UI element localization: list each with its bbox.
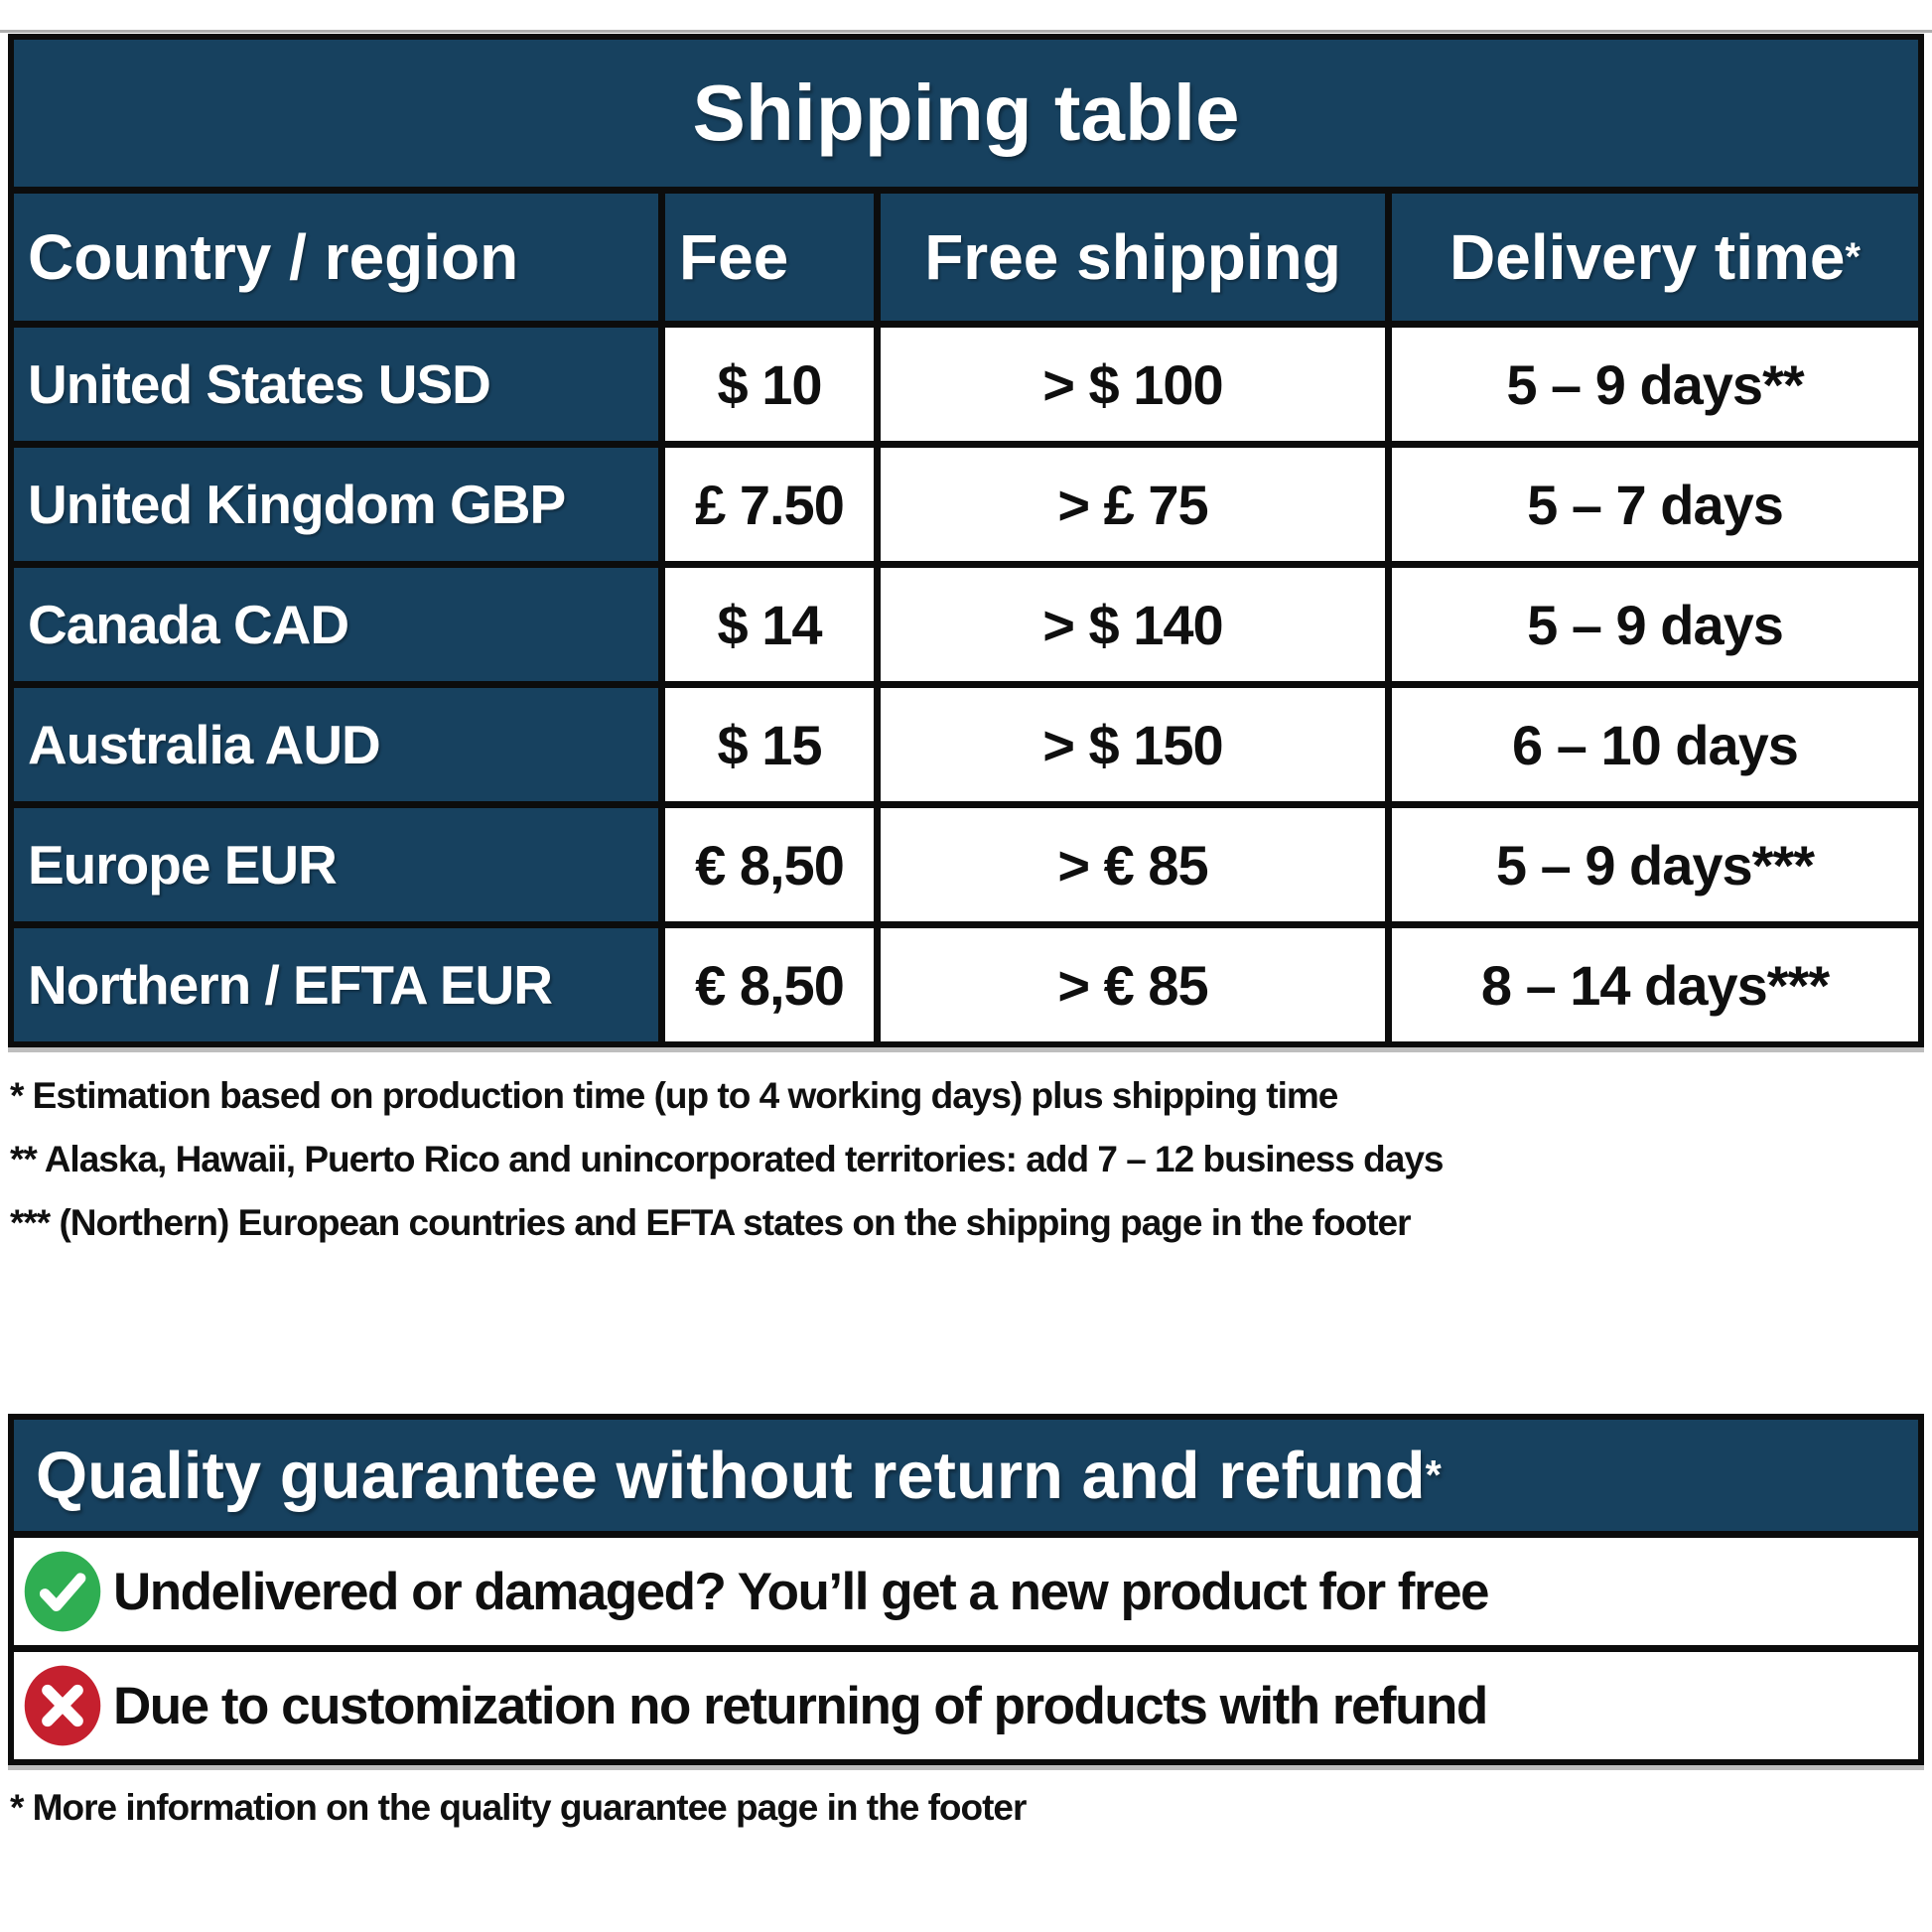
country-cell: Canada CAD [14, 568, 658, 681]
column-header-country: Country / region [14, 194, 658, 321]
cross-circle-icon [22, 1663, 103, 1748]
fee-cell: $ 15 [665, 688, 874, 801]
free-shipping-cell: > $ 100 [881, 328, 1385, 441]
delivery-time-cell: 5 – 9 days** [1392, 328, 1918, 441]
free-shipping-cell: > € 85 [881, 928, 1385, 1041]
country-cell: Northern / EFTA EUR [14, 928, 658, 1041]
top-divider [0, 30, 1932, 33]
quality-footnote: * More information on the quality guaran… [10, 1787, 1027, 1828]
fee-cell: $ 10 [665, 328, 874, 441]
footnote-us-territories: ** Alaska, Hawaii, Puerto Rico and uninc… [10, 1139, 1445, 1179]
free-shipping-cell: > £ 75 [881, 448, 1385, 561]
shipping-footnotes: * Estimation based on production time (u… [10, 1064, 1916, 1255]
country-cell: Australia AUD [14, 688, 658, 801]
fee-cell: £ 7.50 [665, 448, 874, 561]
fee-cell: € 8,50 [665, 808, 874, 921]
delivery-time-cell: 8 – 14 days*** [1392, 928, 1918, 1041]
quality-row-text: Due to customization no returning of pro… [113, 1676, 1488, 1735]
column-header-fee: Fee [665, 194, 874, 321]
delivery-time-cell: 5 – 9 days*** [1392, 808, 1918, 921]
country-cell: Europe EUR [14, 808, 658, 921]
quality-row-replacement: Undelivered or damaged? You’ll get a new… [14, 1538, 1918, 1645]
column-header-free-shipping: Free shipping [881, 194, 1385, 321]
fee-cell: € 8,50 [665, 928, 874, 1041]
footnote-efta-states: *** (Northern) European countries and EF… [10, 1202, 1412, 1243]
country-cell: United States USD [14, 328, 658, 441]
delivery-time-cell: 5 – 9 days [1392, 568, 1918, 681]
quality-guarantee-title: Quality guarantee without return and ref… [14, 1420, 1918, 1531]
quality-guarantee-table: Quality guarantee without return and ref… [8, 1414, 1924, 1765]
fee-cell: $ 14 [665, 568, 874, 681]
free-shipping-cell: > € 85 [881, 808, 1385, 921]
quality-row-no-refund: Due to customization no returning of pro… [14, 1652, 1918, 1759]
delivery-time-cell: 6 – 10 days [1392, 688, 1918, 801]
free-shipping-cell: > $ 150 [881, 688, 1385, 801]
delivery-time-cell: 5 – 7 days [1392, 448, 1918, 561]
column-header-delivery-time-label: Delivery time [1449, 221, 1846, 293]
footnote-production-time: * Estimation based on production time (u… [10, 1075, 1338, 1116]
country-cell: United Kingdom GBP [14, 448, 658, 561]
column-header-delivery-time: Delivery time * [1392, 194, 1918, 321]
free-shipping-cell: > $ 140 [881, 568, 1385, 681]
check-circle-icon [22, 1549, 103, 1634]
quality-guarantee-title-label: Quality guarantee without return and ref… [36, 1438, 1426, 1513]
shipping-table: Shipping table Country / region Fee Free… [8, 34, 1924, 1047]
quality-row-text: Undelivered or damaged? You’ll get a new… [113, 1562, 1490, 1621]
shipping-table-title: Shipping table [14, 40, 1918, 187]
